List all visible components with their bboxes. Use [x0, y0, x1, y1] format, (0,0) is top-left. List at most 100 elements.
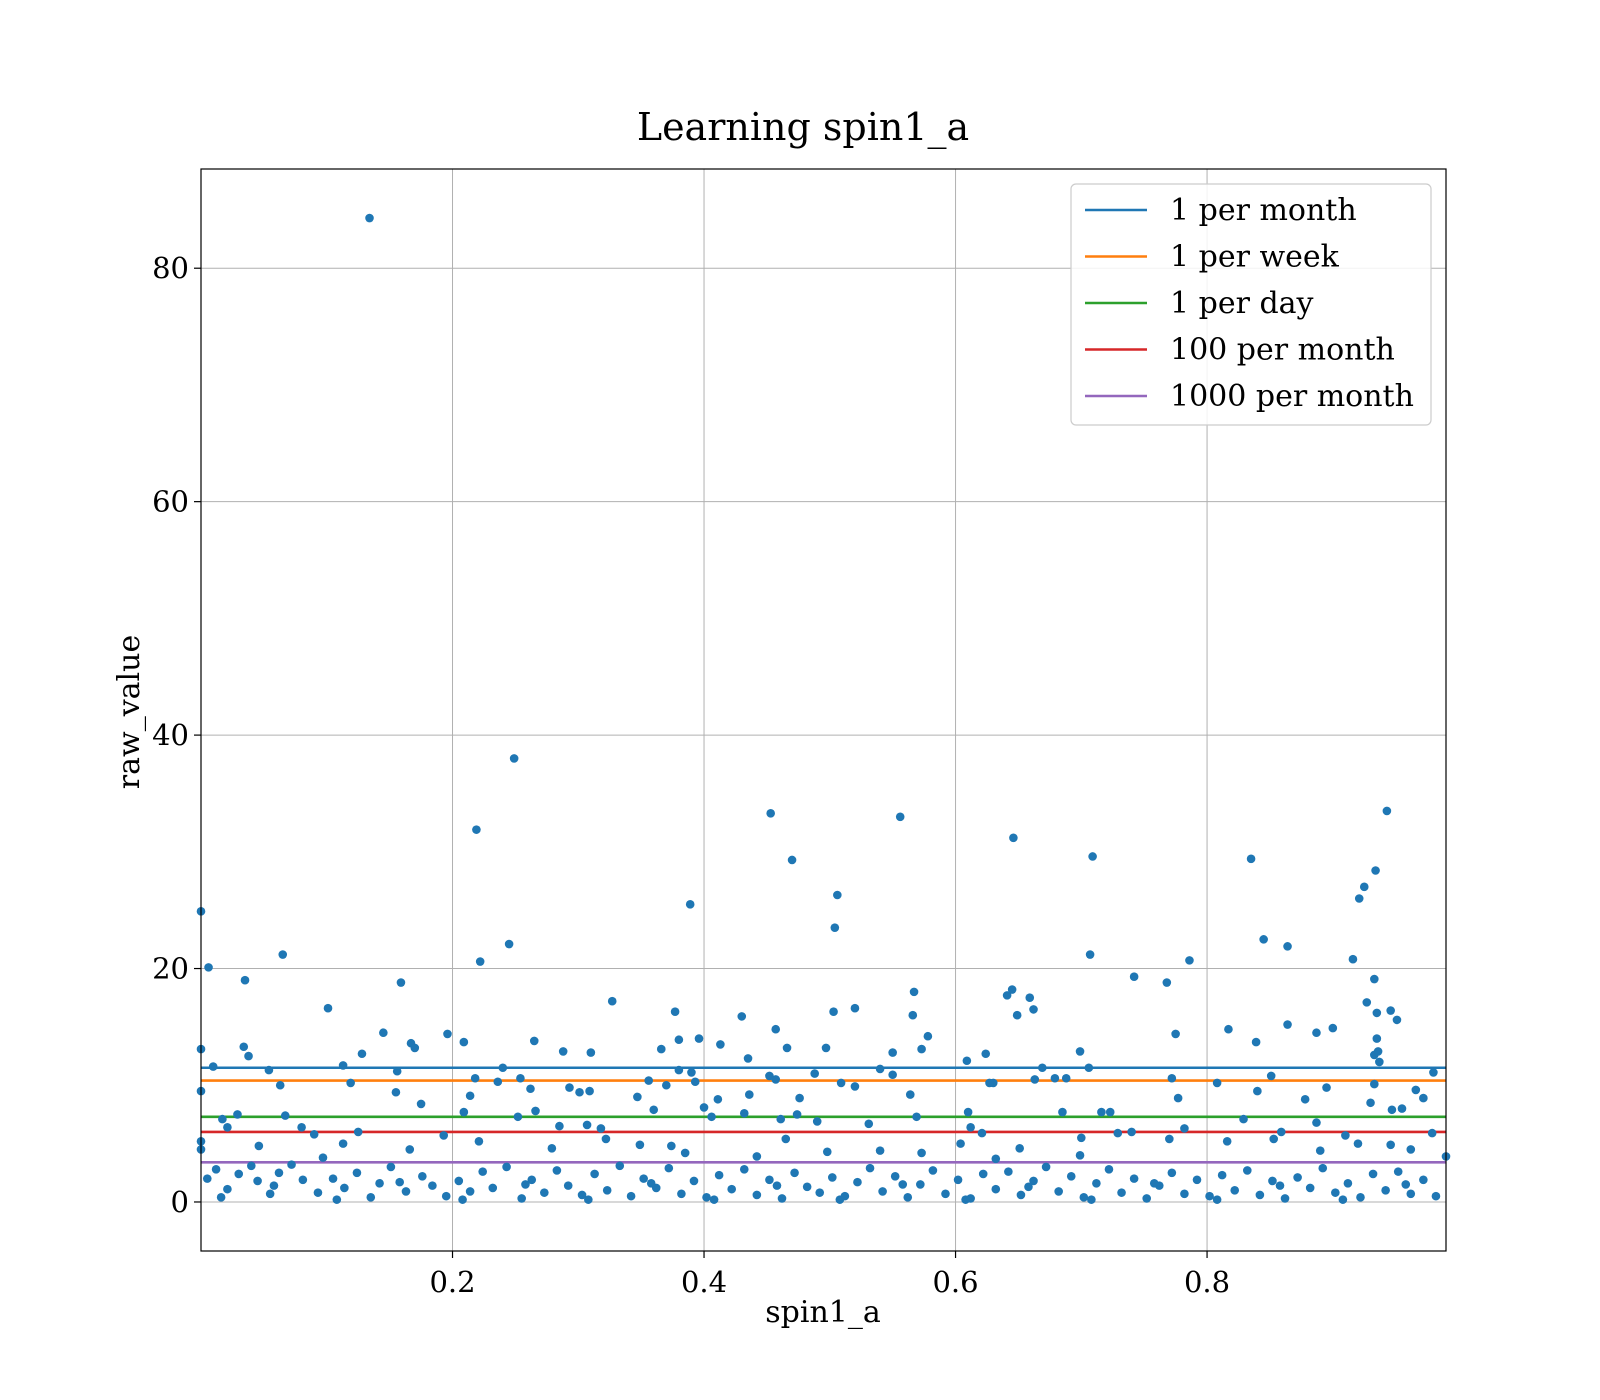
- data-point: [1269, 1134, 1279, 1144]
- data-point: [765, 1175, 774, 1185]
- data-point: [1268, 1176, 1277, 1186]
- data-point: [1129, 1174, 1139, 1183]
- data-point: [513, 1112, 523, 1122]
- data-point: [1205, 1191, 1214, 1201]
- data-point: [1387, 1105, 1397, 1115]
- data-point: [202, 1174, 212, 1183]
- data-point: [966, 1122, 975, 1132]
- data-point: [1266, 1071, 1276, 1081]
- data-point: [981, 1049, 991, 1059]
- data-point: [1239, 1114, 1248, 1124]
- data-point: [274, 1168, 284, 1178]
- data-point: [1382, 806, 1392, 816]
- data-point: [771, 1024, 781, 1034]
- data-point: [662, 1080, 671, 1090]
- data-point: [1280, 1194, 1290, 1203]
- data-point: [615, 1161, 625, 1171]
- data-point: [835, 1195, 845, 1204]
- data-point: [1217, 1170, 1227, 1180]
- data-point: [1212, 1195, 1222, 1204]
- data-point: [392, 1066, 402, 1076]
- data-point: [1419, 1175, 1428, 1185]
- data-point: [829, 1007, 838, 1017]
- data-point: [802, 1182, 812, 1192]
- data-point: [766, 808, 775, 818]
- data-point: [836, 1078, 846, 1088]
- data-points: [196, 213, 1451, 1204]
- data-point: [253, 1176, 262, 1186]
- data-point: [1359, 882, 1369, 892]
- data-point: [1406, 1189, 1416, 1199]
- data-point: [864, 1119, 874, 1129]
- data-point: [822, 1147, 832, 1157]
- data-point: [1427, 1128, 1437, 1138]
- data-point: [865, 1163, 875, 1173]
- data-point: [1079, 1193, 1089, 1202]
- data-point: [687, 1068, 696, 1077]
- data-point: [223, 1122, 232, 1132]
- data-point: [685, 900, 695, 909]
- data-point: [962, 1056, 972, 1066]
- data-point: [771, 1075, 781, 1084]
- data-point: [739, 1164, 749, 1174]
- data-point: [787, 855, 797, 865]
- data-point: [233, 1110, 242, 1119]
- data-point: [963, 1107, 973, 1117]
- data-point: [875, 1146, 885, 1155]
- data-point: [1038, 1063, 1047, 1073]
- data-point: [527, 1175, 537, 1185]
- data-point: [1362, 998, 1372, 1007]
- x-tick-label: 0.2: [429, 1265, 475, 1299]
- data-point: [386, 1162, 396, 1172]
- data-point: [978, 1169, 988, 1179]
- legend: 1 per month 1 per week 1 per day 100 per mo…: [1070, 183, 1432, 426]
- data-point: [439, 1131, 449, 1140]
- data-point: [607, 996, 617, 1006]
- data-point: [895, 812, 905, 822]
- data-point: [504, 939, 514, 949]
- data-point: [1411, 1085, 1421, 1095]
- data-point: [234, 1169, 244, 1179]
- data-point: [977, 1128, 987, 1138]
- data-point: [1353, 1139, 1363, 1148]
- data-point: [298, 1175, 308, 1185]
- data-point: [1343, 1179, 1353, 1188]
- data-point: [328, 1174, 338, 1183]
- data-point: [1087, 1195, 1096, 1204]
- data-point: [1356, 1193, 1365, 1202]
- data-point: [254, 1141, 264, 1151]
- data-point: [563, 1181, 573, 1190]
- data-point: [1041, 1162, 1051, 1172]
- data-point: [888, 1048, 897, 1057]
- data-point: [332, 1195, 342, 1204]
- data-point: [713, 1094, 723, 1104]
- legend-label: 1 per week: [1170, 240, 1340, 275]
- x-axis-label: spin1_a: [765, 1295, 881, 1330]
- data-point: [739, 1108, 749, 1118]
- data-point: [264, 1065, 274, 1075]
- data-point: [1212, 1078, 1222, 1088]
- data-point: [582, 1120, 592, 1130]
- data-point: [441, 1191, 451, 1201]
- data-point: [269, 1181, 279, 1190]
- data-point: [1368, 1169, 1378, 1179]
- data-point: [1312, 1028, 1321, 1038]
- data-point: [1341, 1131, 1350, 1140]
- x-tick-label: 0.6: [932, 1265, 978, 1299]
- y-axis-ticks: 0 20 40 60 80: [152, 251, 201, 1219]
- data-point: [810, 1069, 819, 1078]
- data-point: [1259, 935, 1268, 944]
- data-point: [223, 1184, 232, 1194]
- y-tick-label: 80: [152, 251, 189, 285]
- data-point: [1192, 1175, 1202, 1185]
- data-point: [903, 1193, 913, 1202]
- data-point: [792, 1110, 802, 1119]
- data-point: [1381, 1186, 1390, 1195]
- data-point: [1224, 1024, 1233, 1034]
- data-point: [699, 1103, 709, 1112]
- data-point: [313, 1188, 323, 1197]
- data-point: [890, 1171, 900, 1181]
- data-point: [1431, 1191, 1441, 1201]
- data-point: [1322, 1083, 1331, 1092]
- data-point: [664, 1163, 674, 1173]
